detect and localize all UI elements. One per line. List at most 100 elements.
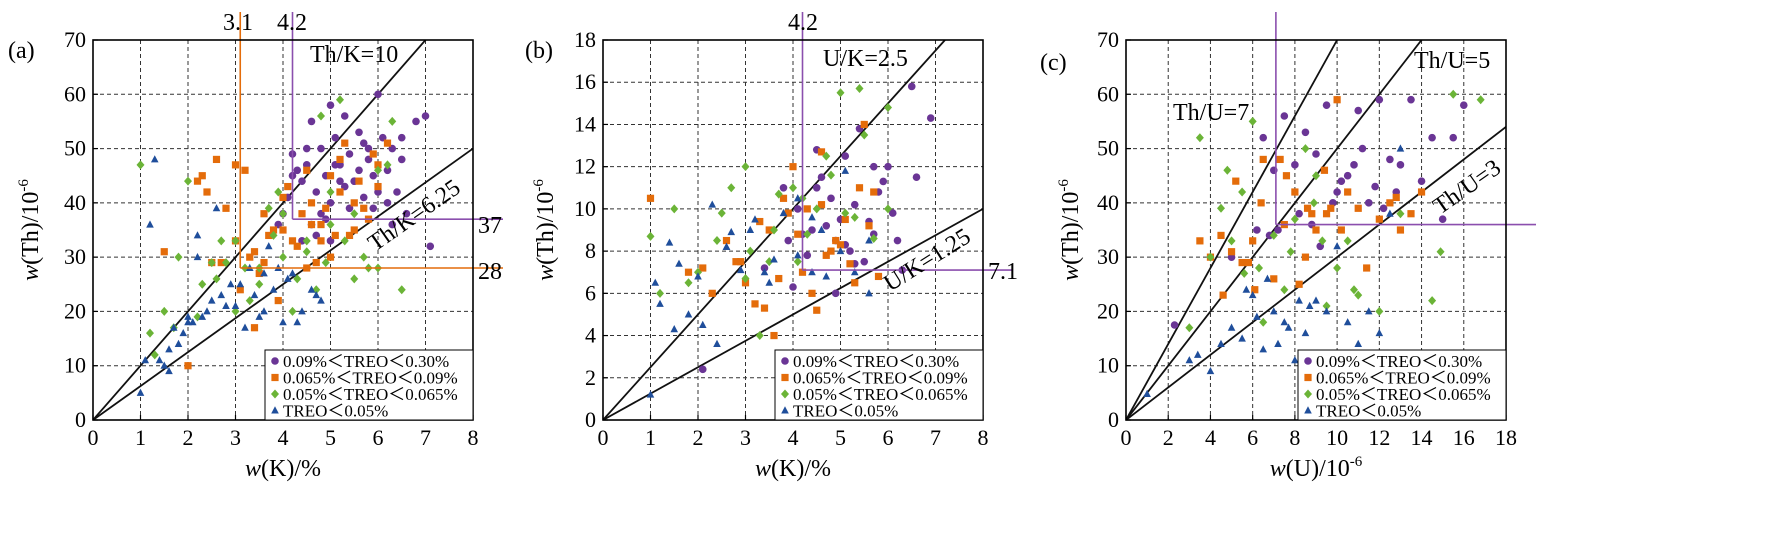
diamond-marker [231, 306, 240, 316]
diamond-marker [684, 278, 693, 288]
circle-marker [1379, 204, 1388, 213]
y-tick-label: 12 [574, 154, 596, 179]
square-marker [1308, 210, 1316, 218]
plot-area [1126, 40, 1506, 420]
y-tick-label: 30 [1097, 244, 1119, 269]
square-marker [203, 188, 211, 196]
circle-marker [383, 199, 392, 207]
circle-marker [1274, 226, 1282, 234]
triangle-marker [841, 166, 850, 174]
square-marker [841, 215, 849, 224]
triangle-marker [169, 323, 178, 331]
square-marker [827, 247, 835, 255]
triangle-marker [1242, 285, 1251, 293]
square-marker [1219, 291, 1227, 299]
diamond-marker [884, 103, 892, 113]
diamond-marker [1322, 301, 1331, 311]
ref-label: 3.1 [223, 10, 253, 36]
circle-marker [397, 155, 406, 164]
triangle-marker [312, 290, 321, 299]
circle-marker [1417, 177, 1426, 185]
x-tick-label: 8 [468, 425, 479, 450]
triangle-marker [236, 280, 245, 288]
square-marker [1392, 193, 1400, 202]
series-1 [698, 82, 935, 374]
circle-marker [760, 264, 769, 272]
ratio-line [1126, 40, 1423, 420]
square-marker [1354, 204, 1362, 212]
square-marker [246, 253, 254, 261]
triangle-marker [1301, 328, 1310, 337]
y-tick-label: 20 [64, 298, 86, 323]
ratio-line-label: Th/U=5 [1414, 48, 1490, 74]
series-3 [646, 84, 892, 341]
ratio-line [1126, 126, 1506, 420]
x-tick-label: 4 [278, 425, 289, 450]
plot-area [93, 40, 473, 420]
triangle-marker [779, 208, 788, 217]
diamond-marker [1375, 306, 1384, 316]
y-tick-label: 50 [1097, 136, 1119, 161]
circle-marker [1449, 133, 1458, 142]
circle-marker [1364, 199, 1373, 207]
chart-panel-3: Th/U=7 Th/U=5 Th/U=3 0 2 4 6 8 10 12 14 16 18 0 10 20 30… [1040, 12, 1536, 482]
square-marker [870, 188, 878, 196]
diamond-marker [1343, 236, 1352, 246]
square-marker [241, 166, 249, 174]
square-marker [307, 199, 316, 207]
triangle-marker [269, 285, 278, 293]
chart-panel-2: 4.27.1U/K=2.5U/K=1.250 1 2 3 4 5 6 7 80246810121… [525, 10, 1018, 482]
ref-label: 7.1 [988, 259, 1018, 285]
circle-marker [1375, 95, 1384, 104]
x-tick-label: 12 [1368, 425, 1390, 450]
diamond-marker [1301, 144, 1310, 154]
circle-marker [1386, 155, 1394, 164]
triangle-marker [184, 312, 192, 320]
triangle-marker [698, 320, 707, 328]
square-marker [369, 150, 377, 158]
triangle-marker [1375, 328, 1384, 337]
square-marker [1251, 286, 1259, 294]
diamond-marker [1280, 285, 1289, 295]
triangle-marker [264, 242, 273, 250]
x-tick-label: 6 [1247, 425, 1258, 450]
diamond-marker [1309, 198, 1318, 208]
legend-entry: TREO＜0.05% [283, 402, 388, 421]
x-tick-label: 1 [645, 425, 656, 450]
y-tick-label: 14 [574, 111, 596, 136]
square-marker [770, 331, 778, 340]
diamond-marker [336, 95, 344, 105]
circle-marker [397, 133, 406, 142]
circle-marker [421, 112, 430, 120]
circle-marker [879, 177, 888, 186]
legend-entry: 0.09%＜TREO＜0.30% [1316, 352, 1482, 371]
square-marker [341, 139, 349, 147]
diamond-marker [222, 258, 230, 268]
square-marker [1291, 188, 1299, 196]
square-marker [222, 204, 230, 212]
triangle-marker [808, 213, 816, 221]
triangle-marker [808, 268, 816, 276]
triangle-marker [713, 339, 721, 347]
diamond-marker [184, 176, 192, 186]
diamond-marker [1227, 236, 1236, 246]
triangle-marker [1269, 307, 1278, 315]
triangle-marker [1333, 242, 1341, 250]
square-marker [326, 253, 335, 261]
square-marker [822, 251, 830, 259]
circle-marker [1428, 133, 1436, 142]
square-marker [1396, 226, 1405, 234]
circle-marker [302, 144, 311, 153]
triangle-marker [1248, 290, 1257, 299]
x-tick-label: 5 [835, 425, 846, 450]
square-marker [737, 258, 745, 266]
square-marker [271, 373, 279, 382]
circle-marker [317, 144, 325, 153]
legend-entry: 0.065%＜TREO＜0.09% [1316, 369, 1491, 388]
panel-label: (b) [525, 38, 553, 64]
diamond-marker [1255, 263, 1263, 273]
circle-marker [1304, 357, 1312, 365]
diamond-marker [717, 208, 726, 218]
y-axis-label: w(Th)/10-6 [531, 179, 559, 281]
circle-marker [888, 209, 897, 217]
